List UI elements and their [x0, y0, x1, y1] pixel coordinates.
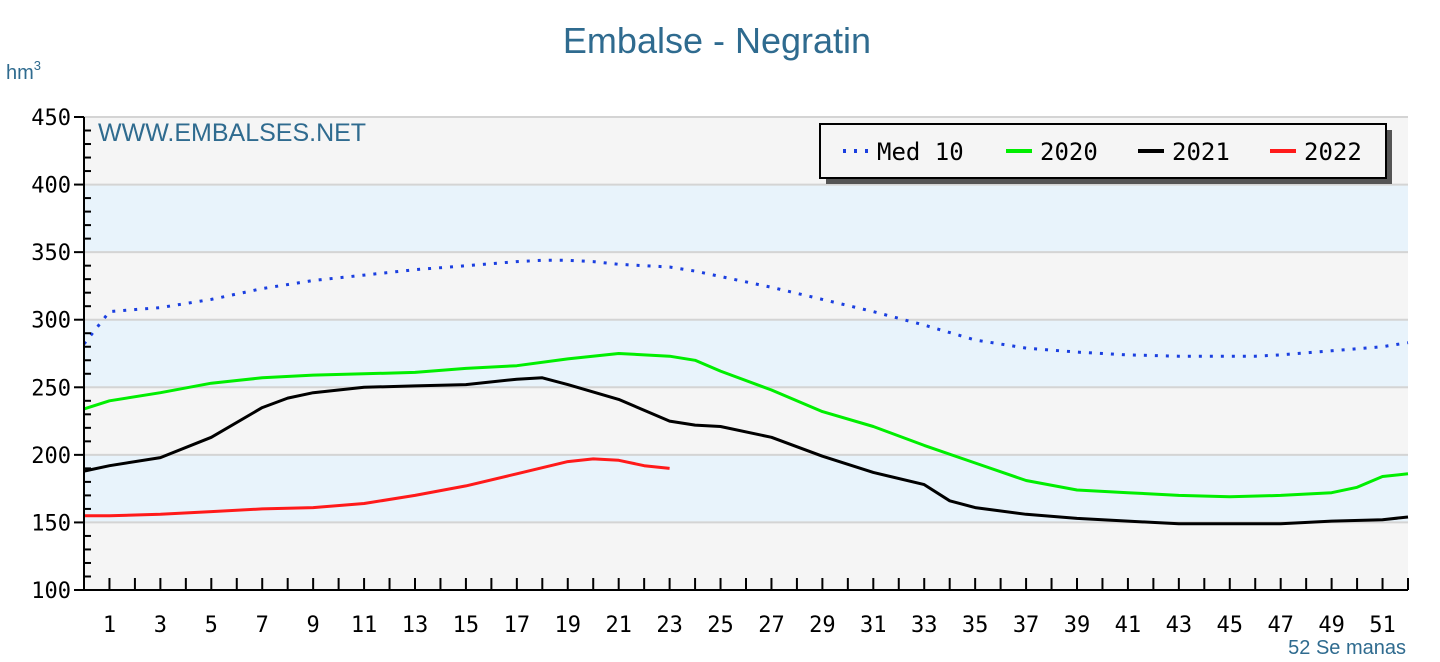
y-tick-label-400: 400 [31, 174, 71, 199]
band-350-400 [84, 184, 1408, 253]
y-tick-label-300: 300 [31, 309, 71, 334]
y-axis-unit: hm3 [6, 58, 41, 84]
band-150-200 [84, 454, 1408, 523]
x-tick-label-33: 33 [911, 613, 938, 638]
x-tick-label-27: 27 [758, 613, 785, 638]
series-line-2022 [84, 457, 670, 518]
x-tick-label-21: 21 [605, 613, 632, 638]
y-tick-label-450: 450 [31, 106, 71, 131]
chart-title: Embalse - Negratin [563, 20, 871, 61]
x-tick-label-23: 23 [656, 613, 683, 638]
x-tick-label-3: 3 [154, 613, 167, 638]
x-tick-label-17: 17 [504, 613, 531, 638]
series-layer [82, 258, 1409, 526]
x-tick-label-47: 47 [1267, 613, 1294, 638]
x-tick-label-11: 11 [351, 613, 378, 638]
x-tick-label-31: 31 [860, 613, 887, 638]
x-tick-label-13: 13 [402, 613, 429, 638]
axes [74, 116, 1409, 591]
y-tick-label-150: 150 [31, 511, 71, 536]
y-tick-labels: 100 150 200 250 300 350 400 450 [31, 106, 71, 604]
legend: Med 10 2020 2021 2022 [819, 123, 1392, 184]
x-tick-label-19: 19 [555, 613, 582, 638]
x-tick-label-51: 51 [1369, 613, 1396, 638]
legend-label-2021: 2021 [1172, 138, 1230, 166]
x-tick-label-15: 15 [453, 613, 480, 638]
series-line-2020 [83, 352, 1409, 499]
x-tick-label-49: 49 [1318, 613, 1345, 638]
x-tick-labels: 1 3 5 7 9 11 13 15 17 19 21 23 25 27 29 31 33 35 37 39 41 43 4… [103, 613, 1396, 638]
y-tick-label-200: 200 [31, 444, 71, 469]
x-axis-label: 52 Se manas [1288, 637, 1406, 659]
legend-label-2020: 2020 [1040, 138, 1098, 166]
x-tick-label-9: 9 [307, 613, 320, 638]
watermark-text: WWW.EMBALSES.NET [98, 119, 366, 147]
x-tick-label-35: 35 [962, 613, 989, 638]
y-tick-label-250: 250 [31, 376, 71, 401]
y-tick-label-100: 100 [31, 579, 71, 604]
x-tick-label-39: 39 [1064, 613, 1091, 638]
series-line-2021 [83, 376, 1409, 526]
x-tick-label-43: 43 [1166, 613, 1193, 638]
x-tick-label-45: 45 [1217, 613, 1244, 638]
x-tick-label-5: 5 [205, 613, 218, 638]
x-tick-label-1: 1 [103, 613, 116, 638]
x-tick-label-29: 29 [809, 613, 836, 638]
legend-label-med-10: Med 10 [877, 138, 964, 166]
legend-label-2022: 2022 [1304, 138, 1362, 166]
series-line-med-10 [82, 258, 1409, 358]
x-tick-label-25: 25 [707, 613, 734, 638]
x-tick-label-41: 41 [1115, 613, 1142, 638]
x-tick-label-37: 37 [1013, 613, 1040, 638]
y-tick-label-350: 350 [31, 241, 71, 266]
x-tick-label-7: 7 [256, 613, 269, 638]
plot-background [84, 117, 1408, 590]
grid-lines [84, 116, 1408, 524]
